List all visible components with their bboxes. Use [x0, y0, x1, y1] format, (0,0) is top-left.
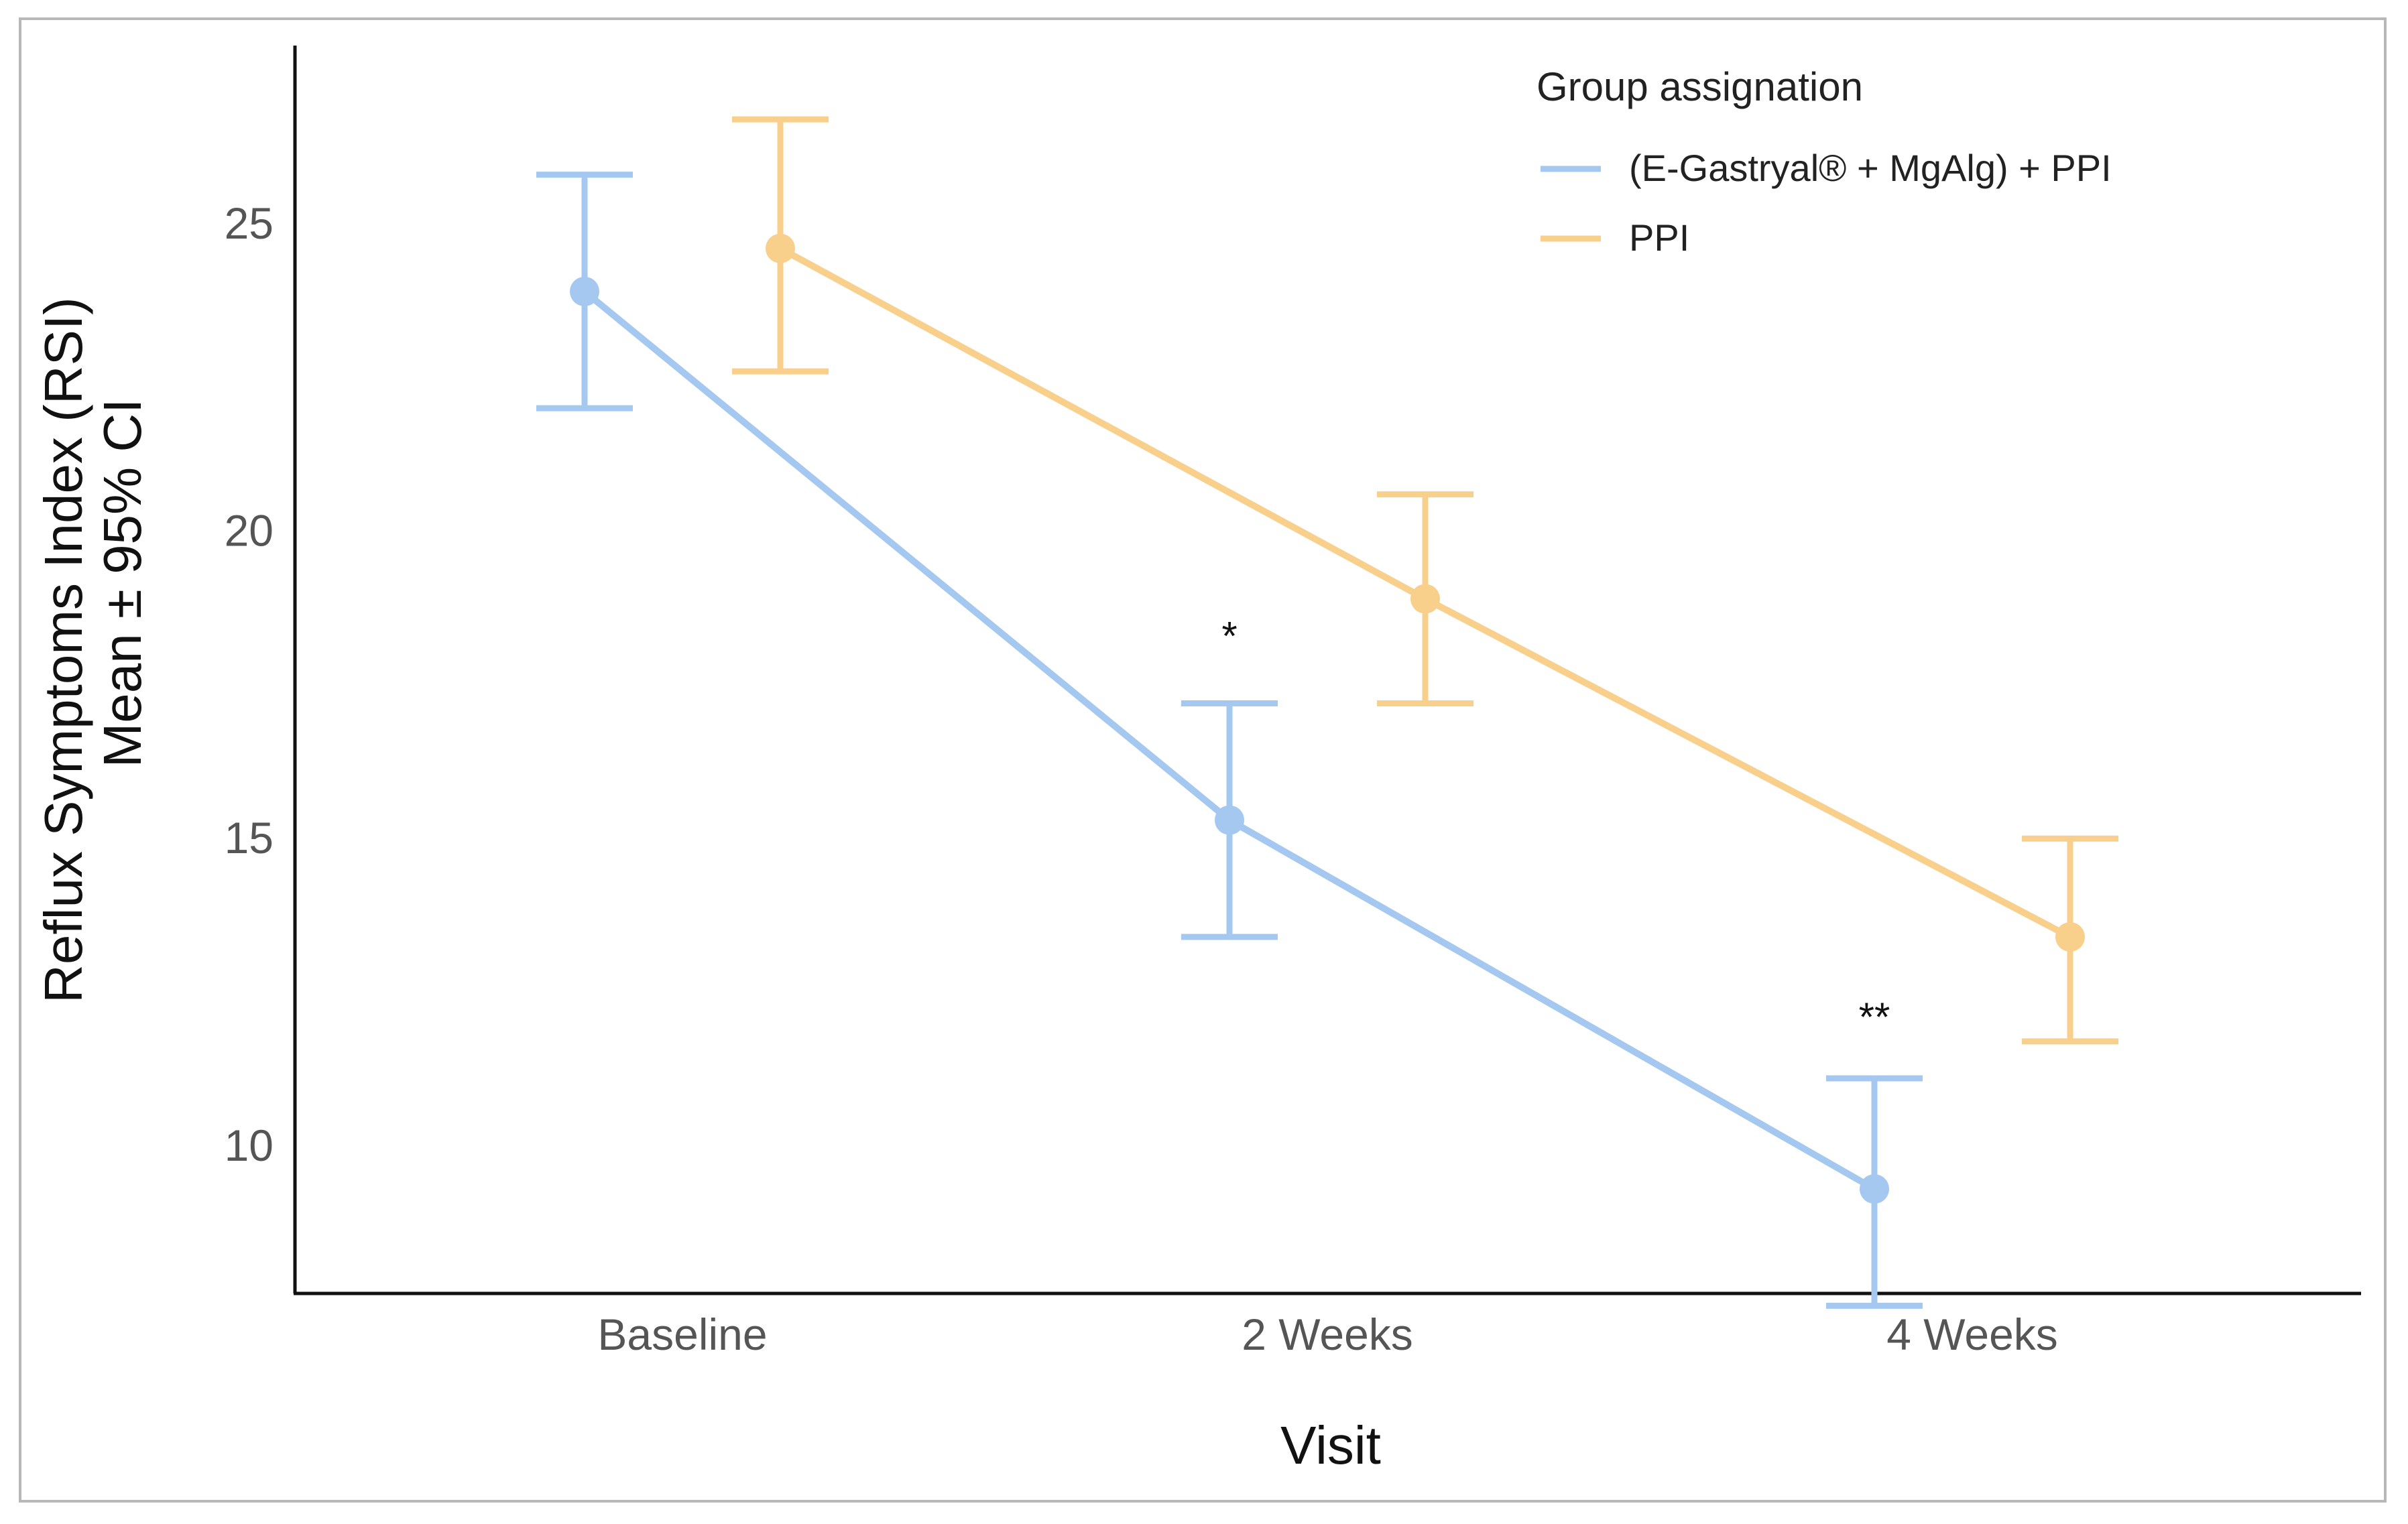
data-point: [1215, 805, 1244, 835]
series-layer: [536, 116, 2118, 1309]
data-point: [766, 233, 795, 263]
series-2: [732, 116, 2118, 1045]
data-point: [2055, 922, 2085, 952]
legend-label-series-1: (E-Gastryal® + MgAlg) + PPI: [1629, 147, 2112, 189]
y-tick-label: 25: [225, 198, 274, 248]
significance-marker: **: [1859, 995, 1890, 1039]
figure-frame: [19, 17, 2387, 1503]
significance-marker: *: [1221, 613, 1237, 658]
annotations: ***: [1221, 613, 1890, 1039]
y-axis-title: Reflux Symptoms Index (RSI) Mean ± 95% C…: [34, 297, 152, 1003]
x-axis-title: Visit: [1280, 1415, 1381, 1475]
legend-title: Group assignation: [1537, 64, 1863, 109]
x-tick-label: Baseline: [597, 1310, 767, 1359]
x-tick-label: 2 Weeks: [1242, 1310, 1413, 1359]
y-axis-title-line-1: Reflux Symptoms Index (RSI): [34, 297, 93, 1003]
series-1: [536, 172, 1923, 1309]
y-tick-label: 20: [225, 506, 274, 556]
data-point: [1860, 1174, 1889, 1204]
x-tick-labels: Baseline 2 Weeks 4 Weeks: [597, 1310, 2057, 1359]
legend: Group assignation (E-Gastryal® + MgAlg) …: [1537, 64, 2112, 259]
data-point: [1410, 584, 1440, 614]
legend-label-series-2: PPI: [1629, 216, 1689, 259]
y-tick-label: 10: [225, 1121, 274, 1170]
y-tick-labels: 10 15 20 25: [225, 198, 274, 1170]
y-axis-title-line-2: Mean ± 95% CI: [93, 399, 152, 768]
x-tick-label: 4 Weeks: [1886, 1310, 2058, 1359]
axes: [293, 46, 2361, 1295]
y-tick-label: 15: [225, 813, 274, 863]
data-point: [570, 276, 599, 306]
